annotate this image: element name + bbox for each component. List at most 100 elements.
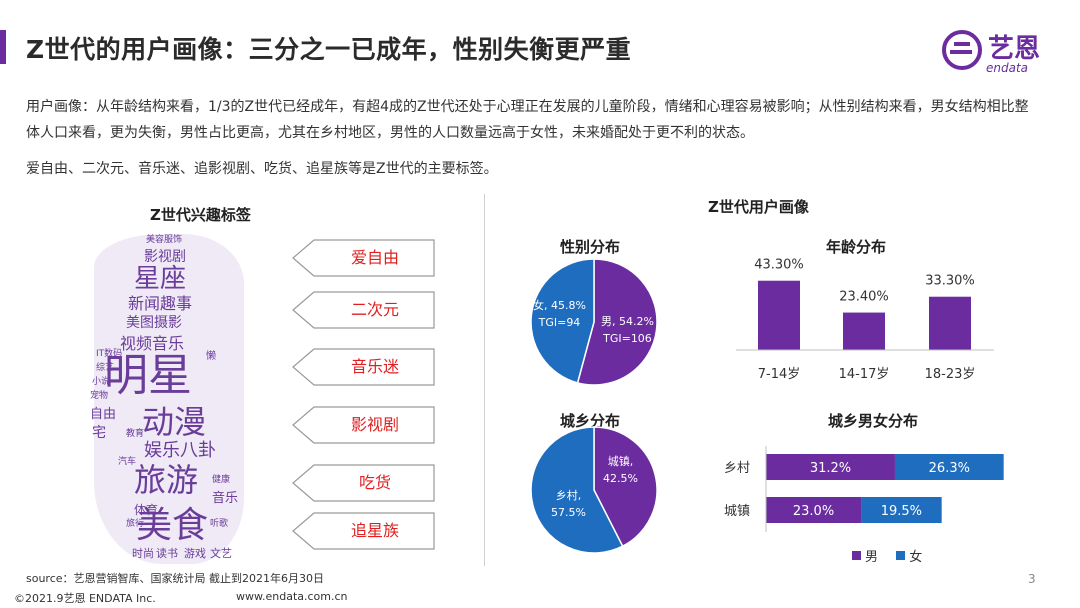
gender-pie-svg <box>530 258 658 386</box>
gender-pie-slice-tgi: TGI=94 <box>538 316 581 329</box>
urban-rural-chart-title: 城乡分布 <box>560 412 621 430</box>
age-bar-svg: 43.30% 7-14岁 23.40% 14-17岁 33.30% 18-23岁 <box>736 258 994 382</box>
logo-text: 艺恩 <box>988 34 1041 64</box>
gender-pie-slice-name: 男, 54.2% <box>601 315 654 328</box>
hbar-value-label: 23.0% <box>793 504 834 519</box>
hbar-category-label: 城镇 <box>724 504 750 519</box>
urban-rural-pie-slice-label: 城镇, 42.5% <box>603 453 638 487</box>
urban-rural-gender-svg: 乡村 31.2% 26.3% 城镇 23.0% 19.5% <box>724 446 1004 532</box>
age-bar <box>758 280 800 350</box>
cloud-word: 音乐 <box>212 491 239 506</box>
interest-tag-label: 影视剧 <box>350 415 399 434</box>
legend-swatch-male <box>852 551 861 560</box>
urban-rural-pie-svg <box>530 426 658 554</box>
urban-rural-pie-slice-value: 57.5% <box>551 506 586 519</box>
legend-label-female: 女 <box>909 550 923 565</box>
cloud-word: 游戏 <box>184 547 206 560</box>
cloud-word: 读书 <box>156 547 178 560</box>
interest-tag-label: 追星族 <box>350 521 399 540</box>
cloud-word: 娱乐八卦 <box>144 440 216 461</box>
age-bar-chart: 43.30% 7-14岁 23.40% 14-17岁 33.30% 18-23岁 <box>730 252 1000 392</box>
cloud-word: 影视剧 <box>144 249 186 265</box>
age-bar <box>843 312 885 350</box>
tag-arrow-shape <box>292 291 435 329</box>
gender-chart-title: 性别分布 <box>560 238 621 256</box>
cloud-word: 教育 <box>126 429 145 439</box>
description-paragraph: 用户画像：从年龄结构来看，1/3的Z世代已经成年，有超4成的Z世代还处于心理正在… <box>26 99 1029 141</box>
tag-arrow-shape <box>292 239 435 277</box>
interest-tag: 音乐迷 <box>292 348 435 386</box>
hbar-value-label: 26.3% <box>929 461 970 476</box>
cloud-word: 新闻趣事 <box>128 294 193 313</box>
gender-pie-slice <box>530 258 595 384</box>
hbar-value-label: 31.2% <box>810 461 851 476</box>
urban-rural-gender-bar-chart: 乡村 31.2% 26.3% 城镇 23.0% 19.5% <box>718 440 1018 540</box>
tag-arrow-shape <box>292 348 435 386</box>
copyright: ©2021.9艺恩 ENDATA Inc. <box>14 592 156 605</box>
page-title: Z世代的用户画像：三分之一已成年，性别失衡更严重 <box>26 35 632 64</box>
interest-tag: 爱自由 <box>292 239 435 277</box>
cloud-word: 旅游 <box>134 461 199 499</box>
age-chart-title: 年龄分布 <box>826 238 887 256</box>
endata-logo: 艺恩 endata <box>940 28 1060 76</box>
cloud-word: 懒 <box>206 351 216 362</box>
urban-rural-pie-chart: 城镇, 42.5% 乡村, 57.5% <box>529 425 659 555</box>
portrait-title: Z世代用户画像 <box>708 198 809 216</box>
interest-tag-label: 音乐迷 <box>350 357 399 376</box>
cloud-word: 汽车 <box>118 457 137 467</box>
cloud-word: 自由 <box>90 407 117 422</box>
hbar-segment <box>861 497 942 523</box>
cloud-word: 美图摄影 <box>126 315 182 331</box>
cloud-word: 听歌 <box>210 519 229 529</box>
age-bar-category-label: 18-23岁 <box>925 367 976 382</box>
interest-tag: 影视剧 <box>292 406 435 444</box>
cloud-word: 健康 <box>212 475 231 485</box>
interest-word-cloud: 美容服饰 影视剧 星座 新闻趣事 美图摄影 视频音乐 IT数码 综艺 小说 宠物 明星 懒动漫 自由宅 教… <box>60 228 280 568</box>
interest-title: Z世代兴趣标签 <box>150 206 251 224</box>
age-bar-value-label: 33.30% <box>925 274 975 289</box>
page-number: 3 <box>1028 572 1036 586</box>
urban-rural-pie-slice-value: 42.5% <box>603 472 638 485</box>
interest-tag-label: 二次元 <box>350 300 399 319</box>
age-bar-category-label: 14-17岁 <box>839 367 890 382</box>
chart-legend: 男 女 <box>852 546 922 565</box>
cloud-shape <box>94 234 244 564</box>
gender-pie-slice <box>576 258 658 386</box>
cloud-word: 小说 <box>92 377 111 387</box>
interest-tag-label: 爱自由 <box>350 248 399 267</box>
urban-rural-pie-slice-name: 乡村, <box>555 489 582 502</box>
age-bar-value-label: 43.30% <box>754 258 804 273</box>
cloud-word: 文艺 <box>210 547 232 560</box>
cloud-word: 综艺 <box>96 363 115 373</box>
age-bar-value-label: 23.40% <box>839 290 889 305</box>
endata-logo-icon <box>942 30 982 70</box>
tags-summary: 爱自由、二次元、音乐迷、追影视剧、吃货、追星族等是Z世代的主要标签。 <box>26 161 498 177</box>
cloud-word: 视频音乐 <box>120 334 185 353</box>
interest-tag-label: 吃货 <box>358 473 391 492</box>
tag-arrow-shape <box>292 406 435 444</box>
hbar-segment <box>894 454 1004 480</box>
age-bar <box>929 296 971 350</box>
tag-arrow-shape <box>292 464 435 502</box>
cloud-word: 明星 <box>104 350 192 401</box>
interest-tag: 吃货 <box>292 464 435 502</box>
hbar-value-label: 19.5% <box>881 504 922 519</box>
interest-tag: 追星族 <box>292 512 435 550</box>
urban-rural-pie-slice <box>593 426 658 548</box>
interest-tag: 二次元 <box>292 291 435 329</box>
tag-arrow-shape <box>292 512 435 550</box>
website-url: www.endata.com.cn <box>236 590 348 603</box>
cloud-word: 旅行 <box>126 519 145 529</box>
hbar-segment <box>766 497 862 523</box>
cloud-word: 动漫 <box>142 403 207 441</box>
urban-rural-pie-slice-name: 城镇, <box>607 455 634 468</box>
legend-label-male: 男 <box>865 550 879 565</box>
cloud-word: 美容服饰 <box>146 235 183 245</box>
gender-pie-slice-label: 男, 54.2% TGI=106 <box>601 313 654 347</box>
cloud-word: 宠物 <box>90 391 109 401</box>
cloud-word: 宅 <box>92 425 106 441</box>
urban-rural-pie-slice <box>530 426 624 554</box>
logo-subtext: endata <box>986 61 1029 75</box>
hbar-segment <box>766 454 895 480</box>
source-note: source：艺恩营销智库、国家统计局 截止到2021年6月30日 <box>26 572 325 585</box>
